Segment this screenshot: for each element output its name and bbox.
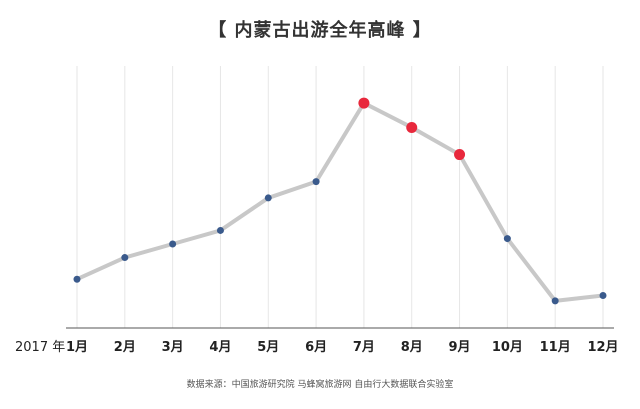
x-tick-label-3: 3月 <box>162 340 184 355</box>
series-polyline <box>75 101 605 303</box>
data-point-11 <box>551 297 559 305</box>
x-tick-label-11: 11月 <box>540 340 571 355</box>
data-point-2 <box>121 254 129 262</box>
x-tick-label-10: 10月 <box>492 340 523 355</box>
data-point-3 <box>169 240 177 248</box>
x-tick-label-8: 8月 <box>401 340 423 355</box>
x-tick-label-6: 6月 <box>305 340 327 355</box>
data-source-note: 数据来源：中国旅游研究院 马蜂窝旅游网 自由行大数据联合实验室 <box>186 380 454 390</box>
data-point-12 <box>599 291 607 299</box>
gridlines <box>76 66 604 328</box>
peak-point-7 <box>358 97 370 109</box>
x-tick-label-1: 1月 <box>66 340 88 355</box>
year-label: 2017 年 <box>15 340 65 355</box>
data-points <box>73 97 607 305</box>
data-point-5 <box>264 194 272 202</box>
x-tick-label-5: 5月 <box>257 340 279 355</box>
x-axis-tick-labels: 1月 2月 3月 4月 5月 6月 7月 8月 9月 10月 11月 12月 <box>66 340 619 355</box>
x-tick-label-2: 2月 <box>114 340 136 355</box>
x-tick-label-12: 12月 <box>587 340 618 355</box>
data-point-4 <box>216 226 224 234</box>
data-point-10 <box>503 235 511 243</box>
x-tick-label-7: 7月 <box>353 340 375 355</box>
peak-point-9 <box>454 149 466 161</box>
x-tick-label-4: 4月 <box>209 340 231 355</box>
data-point-1 <box>73 275 81 283</box>
chart-title: 【 内蒙古出游全年高峰 】 <box>208 20 432 41</box>
x-tick-label-9: 9月 <box>449 340 471 355</box>
data-point-6 <box>312 178 320 186</box>
peak-point-8 <box>406 121 418 133</box>
series-line <box>75 101 605 303</box>
